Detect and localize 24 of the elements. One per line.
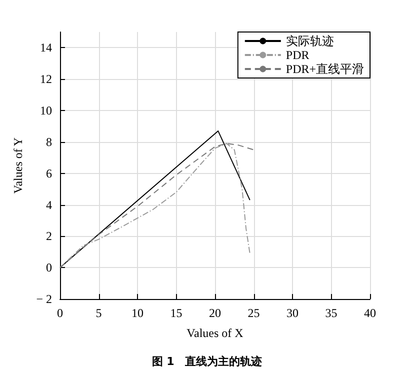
y-tick-label: 10 — [40, 104, 52, 118]
y-tick-label: 12 — [40, 72, 52, 86]
x-tick-label: 10 — [132, 306, 144, 320]
x-tick-label: 20 — [209, 306, 221, 320]
legend-label: 实际轨迹 — [286, 34, 334, 48]
y-axis-title: Values of Y — [11, 137, 25, 194]
text: 图 1 直线为主的轨迹 — [152, 355, 262, 368]
x-axis-title: Values of X — [186, 326, 244, 340]
x-tick-label: 5 — [96, 306, 102, 320]
x-tick-label: 35 — [325, 306, 338, 320]
y-tick-label: 2 — [46, 229, 52, 244]
y-tick-label: 4 — [46, 198, 52, 212]
x-tick-label: 0 — [57, 306, 63, 320]
y-tick-label: 0 — [46, 260, 52, 275]
x-tick-label: 15 — [170, 306, 182, 320]
y-tick-label: 14 — [40, 40, 52, 55]
legend-label: PDR+直线平滑 — [286, 62, 364, 76]
x-tick-label: 25 — [248, 306, 260, 320]
legend-label: PDR — [286, 48, 310, 62]
y-tick-label: 8 — [46, 134, 52, 149]
y-tick-label: − 2 — [36, 292, 52, 306]
y-tick-label: 6 — [46, 166, 52, 180]
x-tick-label: 30 — [286, 306, 298, 320]
x-tick-label: 40 — [364, 306, 376, 320]
